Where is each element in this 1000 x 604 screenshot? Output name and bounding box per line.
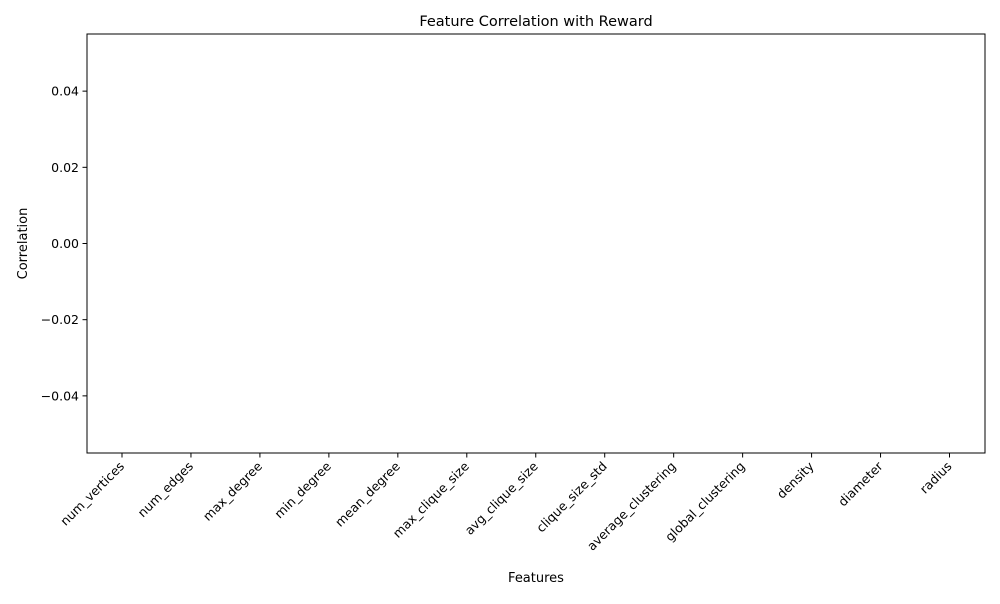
y-tick-label: 0.02: [51, 160, 79, 175]
y-tick-label: 0.04: [51, 84, 79, 99]
x-axis-label: Features: [508, 571, 564, 586]
x-tick-label-max_degree: max_degree: [200, 458, 265, 523]
chart-title: Feature Correlation with Reward: [419, 14, 652, 30]
y-tick-label: −0.02: [41, 312, 79, 327]
plot-area: [86, 33, 986, 454]
x-tick-label-num_vertices: num_vertices: [57, 459, 127, 529]
y-tick-label: −0.04: [41, 388, 79, 403]
x-tick-label-density: density: [774, 458, 817, 501]
x-tick-label-max_clique_size: max_clique_size: [390, 458, 472, 540]
x-tick-label-mean_degree: mean_degree: [332, 458, 403, 529]
x-tick-label-radius: radius: [917, 459, 955, 497]
x-tick-label-avg_clique_size: avg_clique_size: [462, 458, 541, 537]
y-axis: −0.04 −0.02 0.00 0.02 0.04: [41, 84, 87, 403]
x-tick-label-diameter: diameter: [835, 458, 886, 509]
y-tick-label: 0.00: [51, 236, 79, 251]
x-tick-label-clique_size_std: clique_size_std: [533, 459, 610, 536]
x-tick-label-num_edges: num_edges: [135, 459, 197, 521]
y-axis-label: Correlation: [16, 208, 31, 280]
x-axis: num_vertices num_edges max_degree min_degre…: [57, 453, 955, 553]
x-tick-label-min_degree: min_degree: [271, 458, 334, 521]
